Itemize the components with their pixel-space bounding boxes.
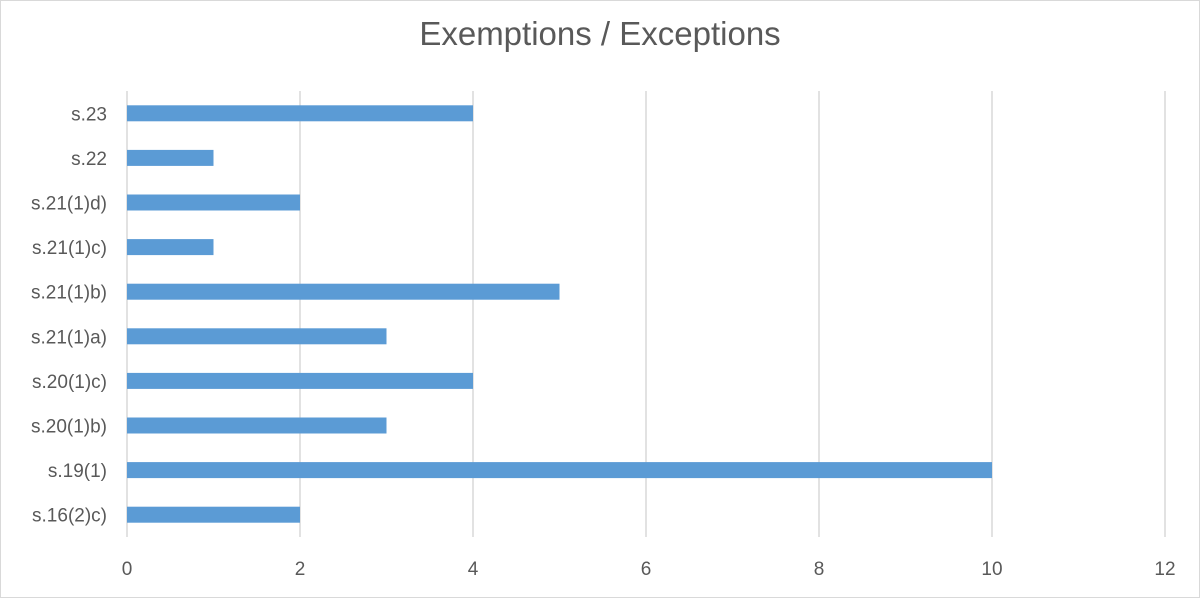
- category-label: s.22: [71, 149, 107, 170]
- chart-title: Exemptions / Exceptions: [419, 15, 781, 52]
- category-label: s.19(1): [48, 461, 107, 482]
- category-labels: s.23 s.22 s.21(1)d) s.21(1)c) s.21(1)b) s.21(…: [31, 104, 107, 526]
- bar: [127, 194, 300, 211]
- x-axis-tick-labels: 0 2 4 6 8 10 12: [122, 559, 1176, 580]
- category-label: s.21(1)d): [31, 194, 107, 215]
- category-label: s.21(1)a): [31, 327, 107, 348]
- x-tick-label: 4: [468, 559, 479, 580]
- bar: [127, 105, 473, 122]
- category-label: s.16(2)c): [32, 506, 107, 527]
- category-label: s.21(1)c): [32, 238, 107, 259]
- bar: [127, 506, 300, 523]
- bar: [127, 283, 560, 300]
- bar: [127, 328, 387, 345]
- bar: [127, 149, 214, 166]
- x-tick-label: 8: [814, 559, 825, 580]
- bar: [127, 417, 387, 434]
- x-tick-label: 2: [295, 559, 306, 580]
- category-label: s.20(1)b): [31, 417, 107, 438]
- x-tick-label: 0: [122, 559, 133, 580]
- category-label: s.23: [71, 104, 107, 125]
- bar: [127, 462, 992, 479]
- category-label: s.21(1)b): [31, 283, 107, 304]
- category-label: s.20(1)c): [32, 372, 107, 393]
- bar: [127, 239, 214, 256]
- bars: [127, 105, 992, 523]
- bar: [127, 372, 473, 389]
- x-tick-label: 12: [1154, 559, 1175, 580]
- x-tick-label: 6: [641, 559, 652, 580]
- x-tick-label: 10: [981, 559, 1002, 580]
